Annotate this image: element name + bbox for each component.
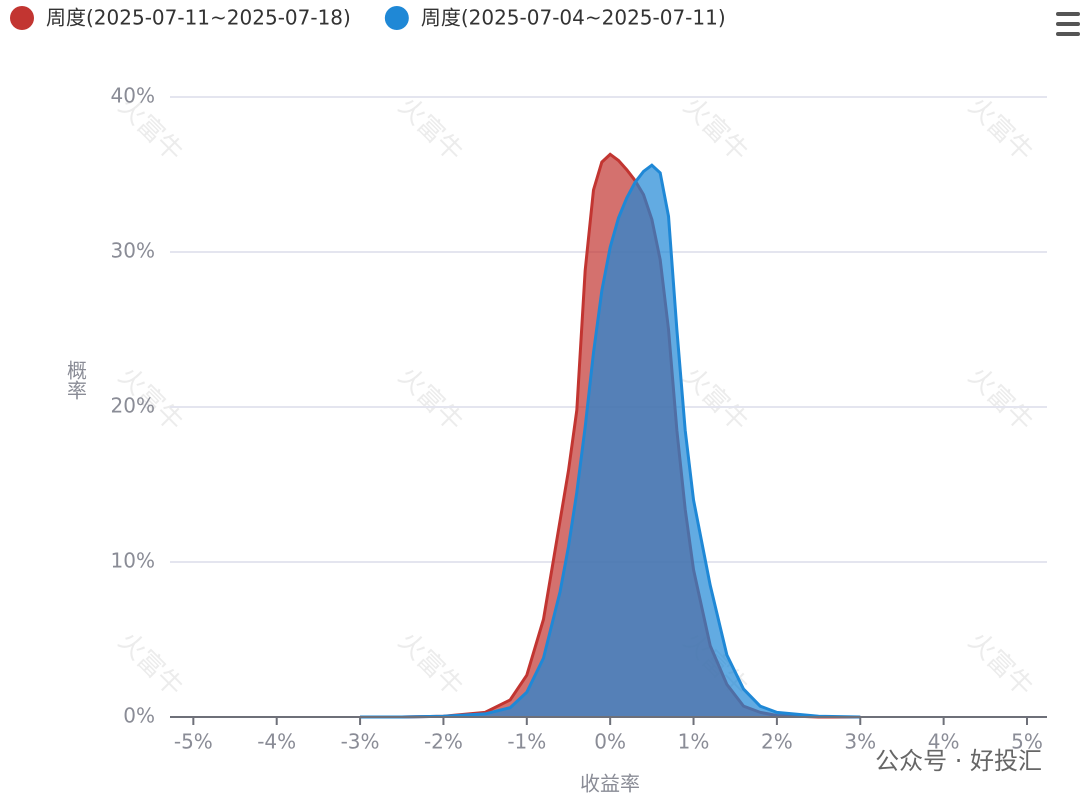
watermark: 火富牛 (962, 361, 1038, 437)
y-axis-title: 概率 (64, 360, 88, 400)
watermark: 火富牛 (962, 91, 1038, 167)
watermark: 火富牛 (962, 626, 1038, 702)
area-fill (360, 165, 861, 717)
y-tick-label: 0% (123, 704, 155, 728)
area-line (360, 163, 861, 719)
watermark: 火富牛 (392, 361, 468, 437)
y-tick-label: 40% (111, 84, 155, 108)
x-tick-label: -2% (424, 730, 463, 754)
y-tick-label: 20% (111, 394, 155, 418)
x-tick-label: 0% (594, 730, 626, 754)
x-tick-label: 3% (844, 730, 876, 754)
x-tick-label: 5% (1011, 730, 1043, 754)
watermark: 火富牛 (392, 626, 468, 702)
watermark: 火富牛 (677, 91, 753, 167)
x-tick-label: -5% (174, 730, 213, 754)
menu-icon[interactable] (1056, 12, 1080, 36)
legend-label: 周度(2025-07-04~2025-07-11) (421, 6, 726, 30)
x-tick-label: 1% (678, 730, 710, 754)
legend-label: 周度(2025-07-11~2025-07-18) (46, 6, 351, 30)
y-tick-label: 10% (111, 549, 155, 573)
x-tick-label: -3% (341, 730, 380, 754)
y-tick-label: 30% (111, 239, 155, 263)
x-axis-title: 收益率 (580, 772, 640, 796)
legend-marker (384, 6, 409, 30)
watermark: 火富牛 (392, 91, 468, 167)
overlay-caption: 公众号 · 好投汇 (875, 747, 1042, 775)
watermark: 火富牛 (677, 361, 753, 437)
x-tick-label: -1% (507, 730, 546, 754)
x-tick-label: 4% (928, 730, 960, 754)
x-tick-label: 2% (761, 730, 793, 754)
x-tick-label: -4% (257, 730, 296, 754)
watermark: 火富牛 (112, 626, 188, 702)
legend-marker (10, 6, 34, 30)
